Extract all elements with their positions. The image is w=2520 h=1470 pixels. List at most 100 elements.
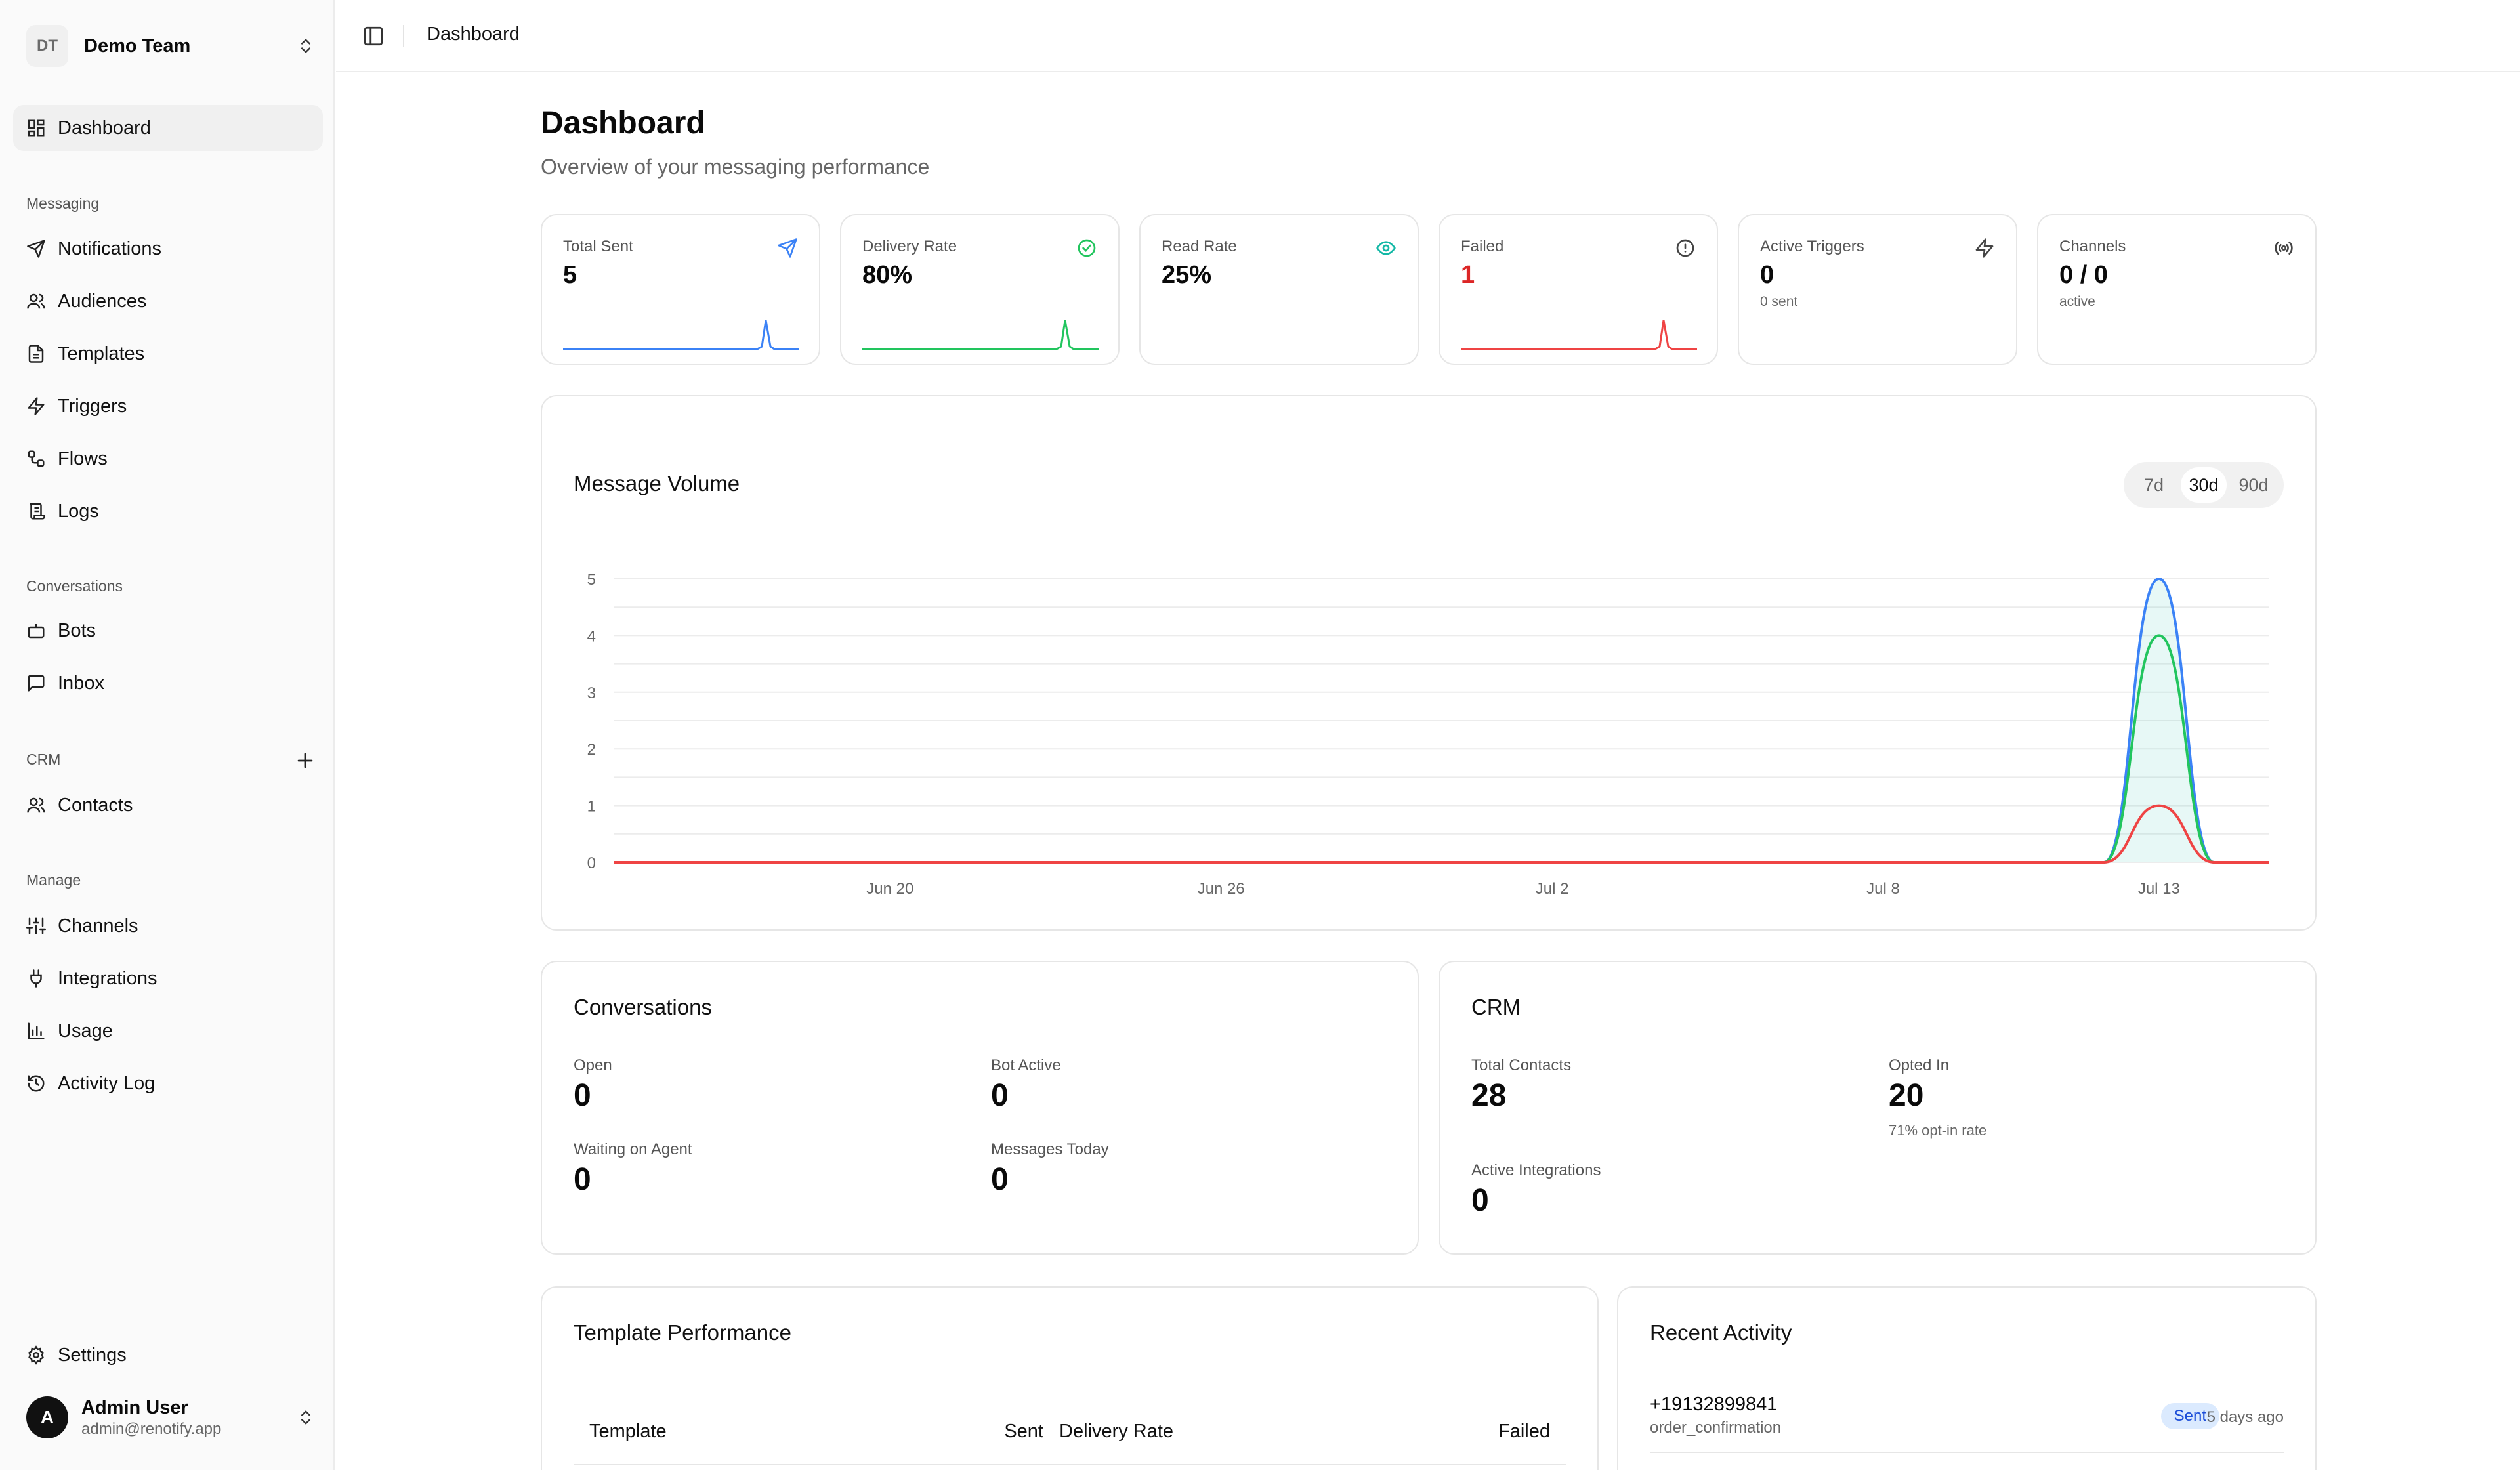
stat-label: Active Triggers [1760,238,1864,255]
stat-label: Delivery Rate [862,238,957,255]
sidebar: DT Demo Team Dashboard Messaging Notific… [0,0,335,1470]
sidebar-item-label: Activity Log [58,1072,156,1094]
sidebar-item-flows[interactable]: Flows [13,436,323,482]
metric-value: 0 [991,1078,1009,1113]
y-tick-label: 2 [587,741,596,759]
column-header-template: Template [574,1399,967,1465]
stat-card-read-rate: Read Rate 25% [1139,214,1419,365]
sidebar-item-triggers[interactable]: Triggers [13,383,323,429]
sidebar-item-channels[interactable]: Channels [13,903,323,949]
range-90d-button[interactable]: 90d [2238,474,2269,495]
sidebar-item-label: Logs [58,500,99,522]
team-name: Demo Team [84,35,191,56]
template-performance-table: Template Sent Delivery Rate Failed [574,1399,1566,1465]
sidebar-item-label: Notifications [58,238,161,259]
stat-label: Total Sent [563,238,633,255]
range-selector: 7d 30d 90d [2124,462,2284,508]
sidebar-item-settings[interactable]: Settings [13,1332,323,1378]
sidebar-item-audiences[interactable]: Audiences [13,278,323,324]
user-name: Admin User [81,1396,188,1418]
x-tick-label: Jul 8 [1866,880,1900,898]
check-circle-icon [1078,239,1096,257]
activity-template: order_confirmation [1650,1419,1782,1437]
metric-label: Waiting on Agent [574,1141,692,1158]
send-icon [778,238,797,258]
y-tick-label: 0 [587,854,596,872]
metric-value: 0 [574,1078,591,1113]
user-menu[interactable]: A Admin User admin@renotify.app [26,1391,315,1444]
chevrons-up-down-icon [301,1410,310,1425]
message-volume-card: Message Volume 7d 30d 90d 0 1 2 3 4 5 Jun 20 Ju… [541,395,2317,931]
y-tick-label: 1 [587,798,596,816]
sidebar-item-label: Contacts [58,794,133,816]
metric-label: Messages Today [991,1141,1109,1158]
sidebar-item-contacts[interactable]: Contacts [13,782,323,828]
message-square-icon [26,673,46,693]
settings-icon [26,1345,46,1365]
users-icon [26,291,46,311]
stat-value: 1 [1461,261,1475,289]
column-header-failed: Failed [1427,1399,1566,1465]
stat-value: 25% [1162,261,1212,289]
metric-value: 0 [574,1162,591,1197]
section-title: Recent Activity [1650,1320,1792,1345]
y-tick-label: 4 [587,627,596,645]
sidebar-item-label: Triggers [58,395,127,417]
sidebar-item-activity-log[interactable]: Activity Log [13,1060,323,1106]
team-avatar: DT [26,25,68,67]
sidebar-item-label: Bots [58,620,96,641]
metric-label: Opted In [1889,1057,1950,1074]
sidebar-item-dashboard[interactable]: Dashboard [13,105,323,151]
breadcrumb: Dashboard [427,24,520,45]
recent-activity-card: Recent Activity +19132899841 order_confi… [1617,1286,2317,1470]
plus-icon[interactable] [294,749,316,772]
page-subtitle: Overview of your messaging performance [541,155,930,178]
scroll-text-icon [26,501,46,521]
zap-icon [26,396,46,416]
sidebar-item-inbox[interactable]: Inbox [13,660,323,706]
section-label-crm: CRM [26,751,61,768]
sidebar-item-templates[interactable]: Templates [13,331,323,377]
stat-card-active-triggers: Active Triggers 0 0 sent [1738,214,2017,365]
metric-value: 0 [991,1162,1009,1197]
sidebar-toggle-icon[interactable] [362,25,385,47]
avatar: A [26,1396,68,1438]
stat-value: 0 [1760,261,1774,289]
timestamp: 5 days ago [2206,1408,2284,1426]
send-icon [26,239,46,259]
sidebar-item-label: Audiences [58,290,147,312]
section-title: CRM [1471,995,1521,1019]
range-7d-button[interactable]: 7d [2143,474,2164,495]
x-tick-label: Jun 20 [866,880,914,898]
section-label-conversations: Conversations [26,578,123,595]
chevrons-up-down-icon [301,39,310,53]
sidebar-item-label: Integrations [58,967,158,989]
sidebar-item-logs[interactable]: Logs [13,488,323,534]
table-header-row: Template Sent Delivery Rate Failed [574,1399,1566,1465]
conversations-card: Conversations Open 0 Bot Active 0 Waitin… [541,961,1419,1255]
sidebar-item-label: Channels [58,915,138,936]
stat-subtext: active [2059,294,2095,309]
metric-value: 28 [1471,1078,1507,1113]
stat-value: 0 / 0 [2059,261,2108,289]
sparkline-failed [1461,320,1697,350]
column-header-sent: Sent [967,1399,1059,1465]
sliders-icon [26,916,46,936]
crm-card: CRM Total Contacts 28 Opted In 20 71% op… [1438,961,2317,1255]
stat-label: Read Rate [1162,238,1237,255]
sidebar-item-notifications[interactable]: Notifications [13,226,323,272]
team-switcher[interactable]: DT Demo Team [26,24,315,68]
sidebar-item-label: Templates [58,343,145,364]
metric-label: Total Contacts [1471,1057,1572,1074]
sidebar-item-integrations[interactable]: Integrations [13,956,323,1001]
message-volume-chart: 0 1 2 3 4 5 Jun 20 Jun 26 Jul 2 Jul 8 Jul 13 [587,571,2269,898]
sidebar-item-bots[interactable]: Bots [13,608,323,654]
metric-label: Bot Active [991,1057,1061,1074]
stat-label: Failed [1461,238,1504,255]
users-icon [26,795,46,815]
alert-circle-icon [1676,239,1694,257]
sidebar-item-usage[interactable]: Usage [13,1008,323,1054]
section-title: Message Volume [574,471,740,495]
metric-label: Open [574,1057,612,1074]
range-30d-button[interactable]: 30d [2181,467,2227,503]
